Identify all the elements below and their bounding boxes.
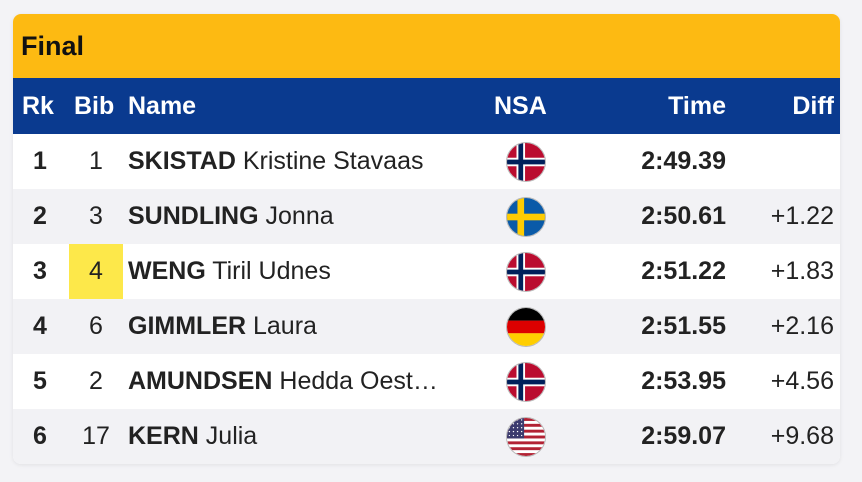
table-header: Rk Bib Name NSA Time Diff xyxy=(13,78,840,134)
column-header-nsa[interactable]: NSA xyxy=(494,91,547,120)
nsa-cell xyxy=(491,244,561,299)
bib-cell: 1 xyxy=(89,147,103,175)
athlete-name-cell[interactable]: KERN Julia xyxy=(128,409,488,464)
nsa-cell xyxy=(491,354,561,409)
results-table-body: 1 1 SKISTAD Kristine Stavaas 2:49.39 2 3 SUNDL… xyxy=(13,134,840,464)
bib-cell: 2 xyxy=(89,367,103,395)
bib-cell: 4 xyxy=(69,244,123,299)
athlete-surname: KERN xyxy=(128,422,199,450)
diff-cell xyxy=(733,134,834,189)
norway-flag-icon xyxy=(506,361,546,402)
column-header-name[interactable]: Name xyxy=(128,91,197,120)
rank-cell: 5 xyxy=(33,367,47,395)
diff-cell: +1.22 xyxy=(770,202,834,230)
athlete-firstname: Hedda Oest… xyxy=(279,367,438,395)
column-header-diff[interactable]: Diff xyxy=(792,91,834,120)
athlete-name-cell[interactable]: GIMMLER Laura xyxy=(128,299,488,354)
sweden-flag-icon xyxy=(506,196,546,237)
athlete-surname: SUNDLING xyxy=(128,202,259,230)
time-cell: 2:49.39 xyxy=(641,147,726,175)
time-cell: 2:50.61 xyxy=(641,202,726,230)
usa-flag-icon xyxy=(506,416,546,457)
diff-cell: +2.16 xyxy=(770,312,834,340)
rank-cell: 3 xyxy=(33,257,47,285)
athlete-name-cell[interactable]: SUNDLING Jonna xyxy=(128,189,488,244)
athlete-surname: AMUNDSEN xyxy=(128,367,273,395)
results-card: Final Rk Bib Name NSA Time Diff 1 1 SKISTA… xyxy=(13,14,840,464)
bib-cell: 6 xyxy=(89,312,103,340)
column-header-bib[interactable]: Bib xyxy=(74,91,115,120)
table-row[interactable]: 1 1 SKISTAD Kristine Stavaas 2:49.39 xyxy=(13,134,840,189)
athlete-firstname: Laura xyxy=(253,312,317,340)
rank-cell: 2 xyxy=(33,202,47,230)
bib-cell: 17 xyxy=(82,422,110,450)
nsa-cell xyxy=(491,299,561,354)
table-row[interactable]: 5 2 AMUNDSEN Hedda Oest… 2:53.95 +4.56 xyxy=(13,354,840,409)
nsa-cell xyxy=(491,134,561,189)
nsa-cell xyxy=(491,189,561,244)
athlete-firstname: Tiril Udnes xyxy=(212,257,331,285)
table-row[interactable]: 6 17 KERN Julia 2:59.07 +9.68 xyxy=(13,409,840,464)
results-title: Final xyxy=(13,14,840,78)
norway-flag-icon xyxy=(506,251,546,292)
athlete-surname: WENG xyxy=(128,257,206,285)
rank-cell: 4 xyxy=(33,312,47,340)
column-header-time[interactable]: Time xyxy=(668,91,726,120)
athlete-surname: SKISTAD xyxy=(128,147,236,175)
table-row[interactable]: 3 4 WENG Tiril Udnes 2:51.22 +1.83 xyxy=(13,244,840,299)
bib-cell: 3 xyxy=(89,202,103,230)
table-row[interactable]: 4 6 GIMMLER Laura 2:51.55 +2.16 xyxy=(13,299,840,354)
nsa-cell xyxy=(491,409,561,464)
athlete-name-cell[interactable]: SKISTAD Kristine Stavaas xyxy=(128,134,488,189)
athlete-firstname: Kristine Stavaas xyxy=(242,147,424,175)
time-cell: 2:53.95 xyxy=(641,367,726,395)
rank-cell: 1 xyxy=(33,147,47,175)
time-cell: 2:51.55 xyxy=(641,312,726,340)
athlete-firstname: Julia xyxy=(205,422,258,450)
germany-flag-icon xyxy=(506,306,546,347)
diff-cell: +4.56 xyxy=(770,367,834,395)
athlete-surname: GIMMLER xyxy=(128,312,247,340)
norway-flag-icon xyxy=(506,141,546,182)
time-cell: 2:59.07 xyxy=(641,422,726,450)
athlete-name-cell[interactable]: WENG Tiril Udnes xyxy=(128,244,488,299)
diff-cell: +1.83 xyxy=(770,257,834,285)
time-cell: 2:51.22 xyxy=(641,257,726,285)
athlete-name-cell[interactable]: AMUNDSEN Hedda Oest… xyxy=(128,354,488,409)
rank-cell: 6 xyxy=(33,422,47,450)
athlete-firstname: Jonna xyxy=(265,202,334,230)
column-header-rank[interactable]: Rk xyxy=(22,91,54,120)
table-row[interactable]: 2 3 SUNDLING Jonna 2:50.61 +1.22 xyxy=(13,189,840,244)
diff-cell: +9.68 xyxy=(770,422,834,450)
